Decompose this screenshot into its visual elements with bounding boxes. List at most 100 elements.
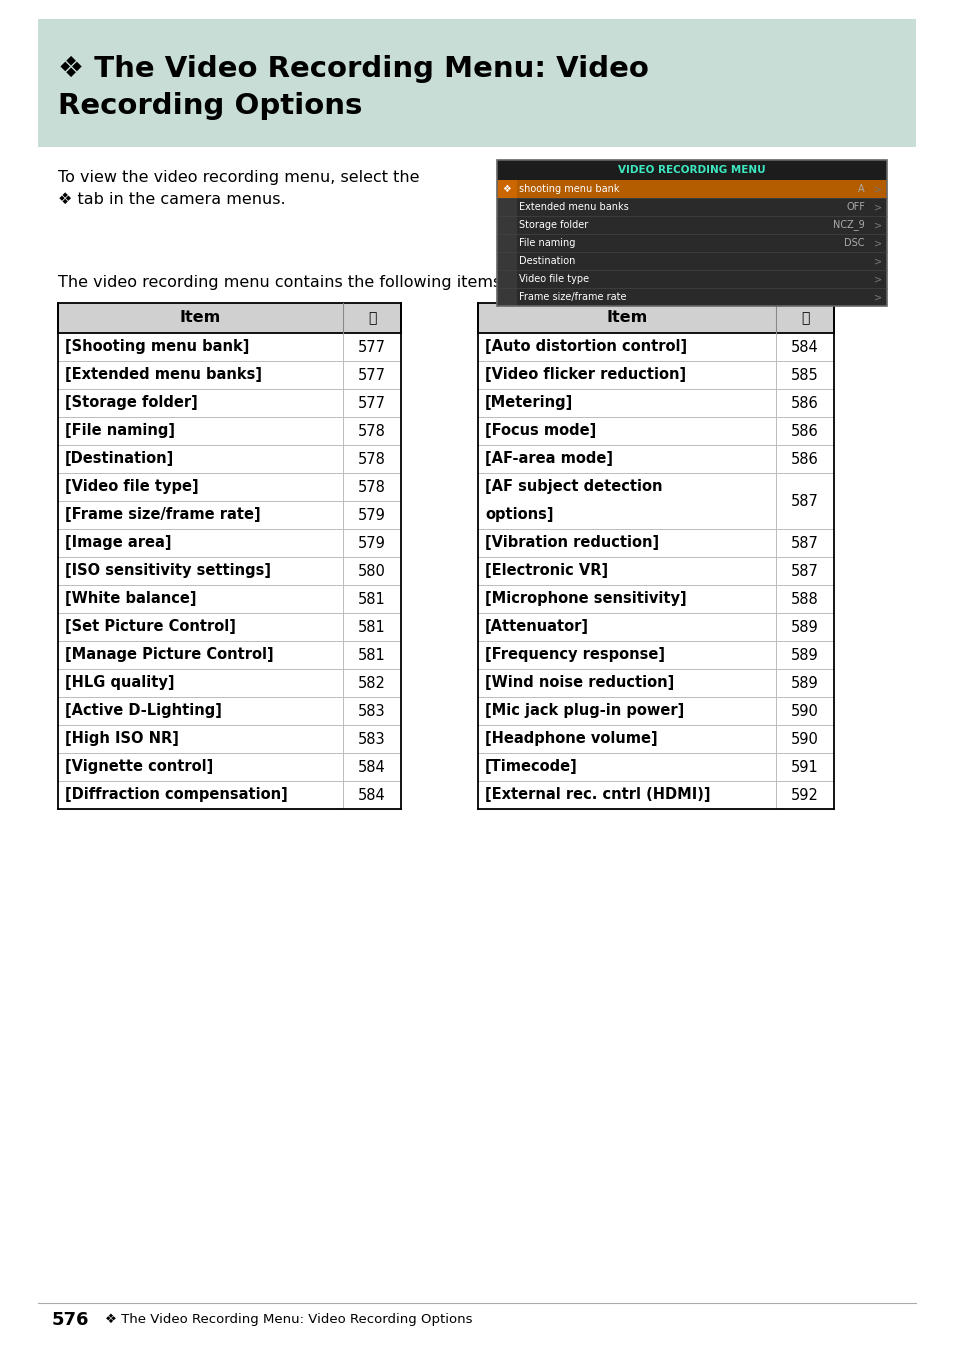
Text: Video file type: Video file type [518, 274, 589, 284]
Text: [Set Picture Control]: [Set Picture Control] [65, 620, 235, 635]
FancyBboxPatch shape [497, 252, 517, 270]
Text: Storage folder: Storage folder [518, 221, 588, 230]
Text: [Frame size/frame rate]: [Frame size/frame rate] [65, 507, 260, 522]
Text: [Focus mode]: [Focus mode] [484, 424, 596, 438]
Text: [Extended menu banks]: [Extended menu banks] [65, 367, 262, 382]
Text: 590: 590 [790, 732, 818, 746]
Text: >: > [873, 238, 882, 247]
Text: 581: 581 [357, 620, 385, 635]
FancyBboxPatch shape [497, 180, 886, 198]
Text: >: > [873, 292, 882, 303]
Text: 584: 584 [790, 339, 818, 355]
Text: 577: 577 [357, 395, 386, 410]
Text: OFF: OFF [845, 202, 864, 213]
Text: 586: 586 [790, 452, 818, 467]
Text: [Vignette control]: [Vignette control] [65, 760, 213, 775]
Text: [Microphone sensitivity]: [Microphone sensitivity] [484, 592, 686, 607]
FancyBboxPatch shape [497, 270, 517, 288]
Text: 587: 587 [790, 535, 818, 550]
Text: >: > [873, 221, 882, 230]
FancyBboxPatch shape [497, 217, 517, 234]
Text: 589: 589 [790, 675, 818, 690]
Text: 578: 578 [357, 452, 386, 467]
FancyBboxPatch shape [58, 303, 400, 334]
Text: ❖ The Video Recording Menu: Video Recording Options: ❖ The Video Recording Menu: Video Record… [105, 1314, 472, 1326]
Text: 577: 577 [357, 339, 386, 355]
FancyBboxPatch shape [497, 288, 517, 307]
Text: [Wind noise reduction]: [Wind noise reduction] [484, 675, 674, 690]
Text: [Manage Picture Control]: [Manage Picture Control] [65, 647, 274, 663]
Text: To view the video recording menu, select the: To view the video recording menu, select… [58, 169, 419, 186]
Text: [Mic jack plug-in power]: [Mic jack plug-in power] [484, 703, 683, 718]
Text: 585: 585 [790, 367, 818, 382]
Text: [HLG quality]: [HLG quality] [65, 675, 174, 690]
Text: 578: 578 [357, 480, 386, 495]
FancyBboxPatch shape [497, 234, 886, 252]
FancyBboxPatch shape [497, 198, 886, 217]
Text: 587: 587 [790, 564, 818, 578]
Text: >: > [873, 184, 882, 194]
Text: [High ISO NR]: [High ISO NR] [65, 732, 179, 746]
Text: Frame size/frame rate: Frame size/frame rate [518, 292, 626, 303]
Text: ❖ tab in the camera menus.: ❖ tab in the camera menus. [58, 192, 285, 207]
Text: [Frequency response]: [Frequency response] [484, 647, 664, 663]
Text: 581: 581 [357, 647, 385, 663]
FancyBboxPatch shape [497, 160, 886, 180]
Text: shooting menu bank: shooting menu bank [518, 184, 618, 194]
Text: [Timecode]: [Timecode] [484, 760, 578, 775]
Text: 576: 576 [52, 1311, 90, 1329]
Text: VIDEO RECORDING MENU: VIDEO RECORDING MENU [618, 165, 765, 175]
Text: 584: 584 [357, 788, 385, 803]
Text: Recording Options: Recording Options [58, 91, 362, 120]
Text: 582: 582 [357, 675, 386, 690]
Text: [AF subject detection: [AF subject detection [484, 480, 661, 495]
Text: options]: options] [484, 507, 553, 522]
Text: ❖ The Video Recording Menu: Video: ❖ The Video Recording Menu: Video [58, 55, 648, 83]
Text: [Video file type]: [Video file type] [65, 480, 198, 495]
Text: [Destination]: [Destination] [65, 452, 174, 467]
FancyBboxPatch shape [38, 19, 915, 147]
Text: [External rec. cntrl (HDMI)]: [External rec. cntrl (HDMI)] [484, 788, 710, 803]
FancyBboxPatch shape [497, 198, 517, 217]
Text: 583: 583 [357, 732, 385, 746]
Text: 📖: 📖 [800, 311, 808, 325]
Text: [Image area]: [Image area] [65, 535, 172, 550]
Text: 📖: 📖 [368, 311, 375, 325]
Text: ❖: ❖ [502, 184, 511, 194]
FancyBboxPatch shape [497, 180, 517, 198]
Text: 581: 581 [357, 592, 385, 607]
Text: [ISO sensitivity settings]: [ISO sensitivity settings] [65, 564, 271, 578]
Text: Item: Item [606, 311, 647, 325]
Text: >: > [873, 202, 882, 213]
Text: [Metering]: [Metering] [484, 395, 573, 410]
Text: DSC: DSC [843, 238, 864, 247]
Text: 587: 587 [790, 494, 818, 508]
Text: [Vibration reduction]: [Vibration reduction] [484, 535, 659, 550]
Text: [Auto distortion control]: [Auto distortion control] [484, 339, 686, 355]
Text: >: > [873, 256, 882, 266]
Text: 578: 578 [357, 424, 386, 438]
FancyBboxPatch shape [497, 217, 886, 234]
Text: 586: 586 [790, 424, 818, 438]
FancyBboxPatch shape [497, 234, 517, 252]
Text: [Shooting menu bank]: [Shooting menu bank] [65, 339, 249, 355]
Text: Destination: Destination [518, 256, 575, 266]
Text: Item: Item [180, 311, 221, 325]
FancyBboxPatch shape [497, 288, 886, 307]
Text: 584: 584 [357, 760, 385, 775]
Text: [Video flicker reduction]: [Video flicker reduction] [484, 367, 685, 382]
Text: [AF-area mode]: [AF-area mode] [484, 452, 613, 467]
Text: 580: 580 [357, 564, 386, 578]
Text: Extended menu banks: Extended menu banks [518, 202, 628, 213]
Text: 586: 586 [790, 395, 818, 410]
Text: 591: 591 [790, 760, 818, 775]
Text: [White balance]: [White balance] [65, 592, 196, 607]
Text: 590: 590 [790, 703, 818, 718]
FancyBboxPatch shape [477, 303, 833, 334]
Text: >: > [873, 274, 882, 284]
Text: [Headphone volume]: [Headphone volume] [484, 732, 657, 746]
Text: 588: 588 [790, 592, 818, 607]
Text: 579: 579 [357, 507, 386, 522]
Text: 583: 583 [357, 703, 385, 718]
Text: 589: 589 [790, 647, 818, 663]
